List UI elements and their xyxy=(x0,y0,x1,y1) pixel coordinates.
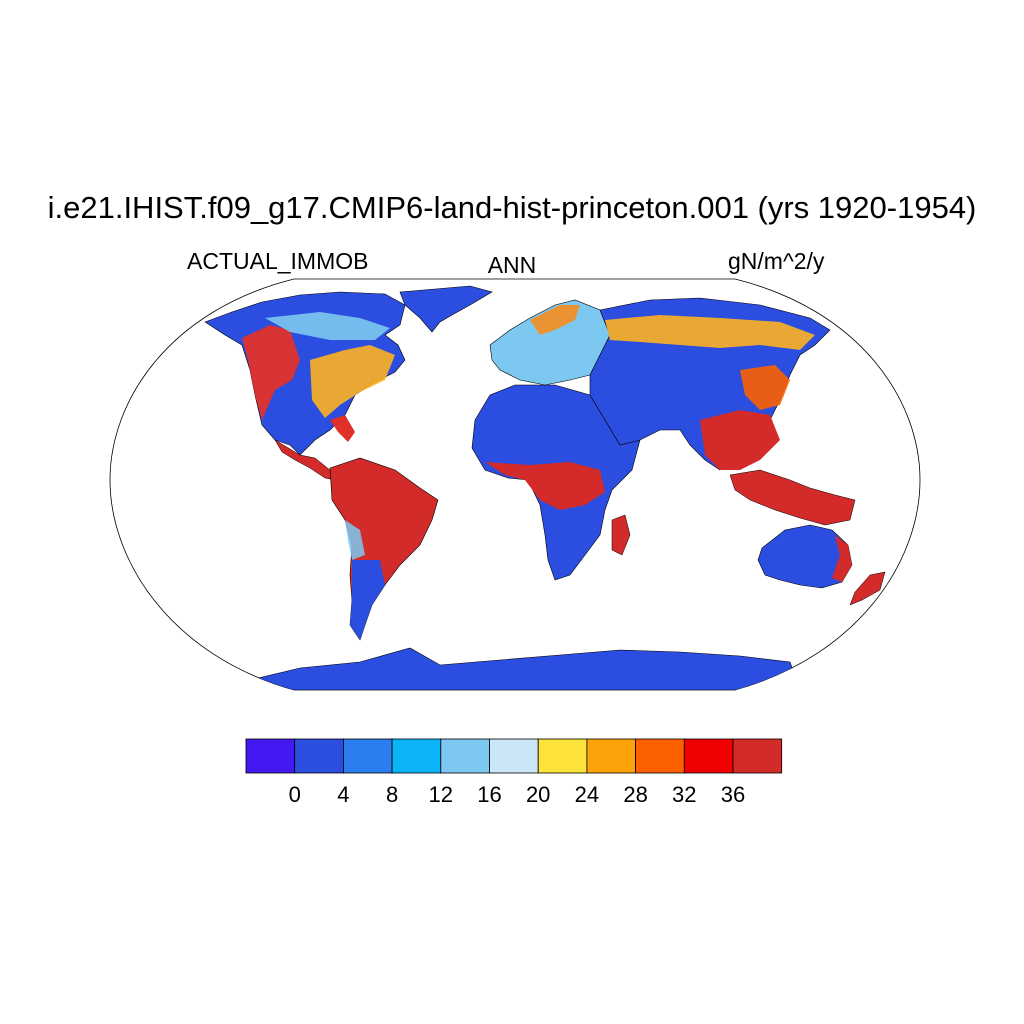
colorbar-box xyxy=(342,738,393,774)
land-florida xyxy=(330,415,355,442)
colorbar-tick-label: 20 xyxy=(525,782,551,807)
colorbar-box xyxy=(683,738,734,774)
land-central-america xyxy=(274,439,336,481)
colorbar-box xyxy=(440,738,490,774)
land-southeast-asia xyxy=(700,410,780,470)
land-australia-east xyxy=(832,535,852,582)
season-label: ANN xyxy=(487,252,537,278)
colorbar-tick-label: 0 xyxy=(288,782,301,807)
land-new-zealand xyxy=(849,571,886,606)
land-siberia-band xyxy=(605,315,815,350)
land-south-america-south xyxy=(350,560,385,640)
land-canada-band xyxy=(265,312,390,340)
colorbar-tick-label: 8 xyxy=(385,782,399,807)
land-north-america-east xyxy=(310,345,395,418)
land-africa-tropics xyxy=(485,462,605,510)
colorbar-tick-label: 4 xyxy=(337,782,350,807)
map-title: i.e21.IHIST.f09_g17.CMIP6-land-hist-prin… xyxy=(47,190,977,225)
colorbar-tick-label: 32 xyxy=(672,782,697,807)
colorbar-tick-label: 28 xyxy=(623,782,648,807)
land-greenland xyxy=(399,285,493,333)
colorbar-box xyxy=(635,738,685,774)
land-north-america-west xyxy=(242,325,300,420)
land-indonesia xyxy=(729,469,856,526)
colorbar xyxy=(245,738,783,774)
land-madagascar xyxy=(611,514,631,556)
variable-name: ACTUAL_IMMOB xyxy=(187,248,369,274)
land-east-asia xyxy=(740,365,790,410)
colorbar-box xyxy=(489,738,539,774)
colorbar-box xyxy=(586,738,637,774)
colorbar-tick-label: 36 xyxy=(720,782,746,807)
colorbar-tick-label: 24 xyxy=(574,782,600,807)
land-south-america-andes xyxy=(345,520,365,560)
colorbar-box xyxy=(294,738,344,774)
colorbar-tick-label: 12 xyxy=(428,782,454,807)
colorbar-box xyxy=(391,738,442,774)
colorbar-box xyxy=(245,738,296,774)
colorbar-tick-label: 16 xyxy=(477,782,502,807)
land-scandinavia xyxy=(530,305,580,335)
colorbar-box xyxy=(537,738,588,774)
colorbar-box xyxy=(732,738,783,774)
units-label: gN/m^2/y xyxy=(728,248,825,274)
